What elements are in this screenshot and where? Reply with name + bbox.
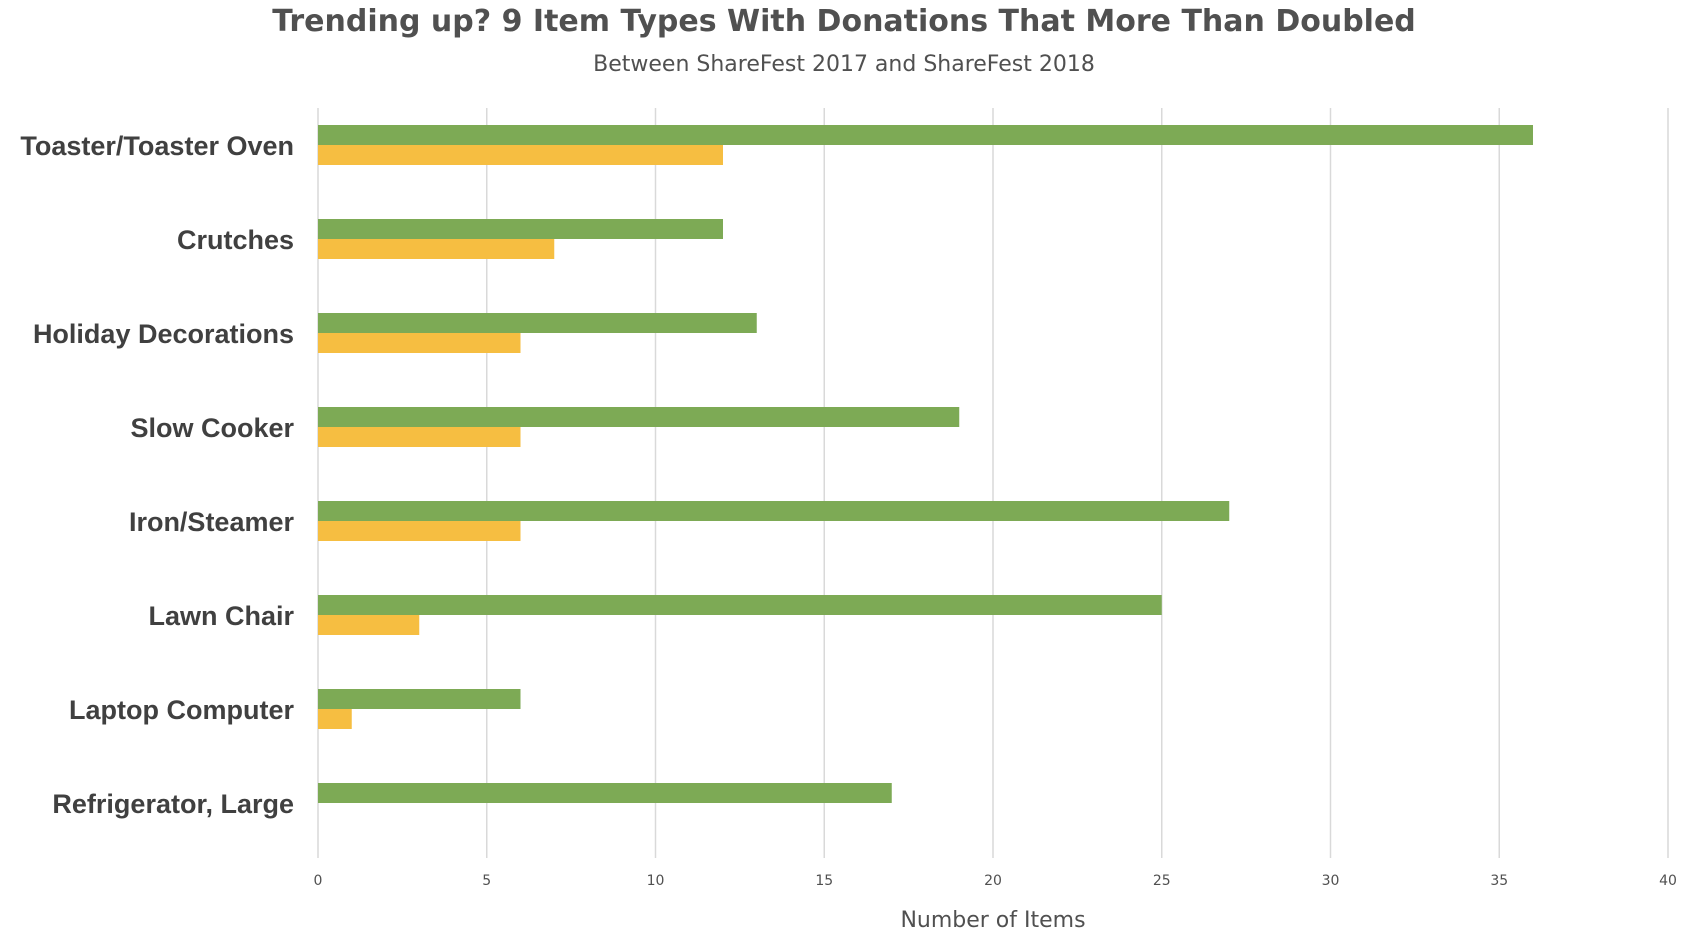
bar: [318, 521, 521, 541]
category-label: Toaster/Toaster Oven: [20, 131, 294, 161]
category-label: Laptop Computer: [69, 695, 294, 725]
category-label: Slow Cooker: [130, 413, 294, 443]
x-tick-label: 15: [815, 873, 833, 889]
x-tick-label: 40: [1659, 873, 1677, 889]
bar: [318, 783, 892, 803]
bar: [318, 689, 521, 709]
category-label: Iron/Steamer: [129, 507, 295, 537]
bar: [318, 501, 1230, 521]
category-label: Refrigerator, Large: [52, 789, 294, 819]
x-tick-label: 0: [314, 873, 323, 889]
category-label: Lawn Chair: [148, 601, 294, 631]
bar: [318, 407, 960, 427]
bar: [318, 427, 521, 447]
x-tick-label: 30: [1322, 873, 1340, 889]
x-axis-title: Number of Items: [900, 908, 1085, 933]
category-labels: Toaster/Toaster Oven Crutches Holiday Deco…: [20, 131, 294, 819]
bar: [318, 709, 352, 729]
x-tick-label: 35: [1490, 873, 1508, 889]
x-tick-label: 10: [647, 873, 665, 889]
bar: [318, 615, 420, 635]
x-tick-label: 25: [1153, 873, 1171, 889]
x-tick-label: 5: [482, 873, 491, 889]
bar: [318, 125, 1533, 145]
category-label: Crutches: [177, 225, 294, 255]
bar: [318, 145, 723, 165]
bar: [318, 595, 1162, 615]
bars: [318, 125, 1533, 803]
bar: [318, 313, 757, 333]
chart-title: Trending up? 9 Item Types With Donations…: [272, 4, 1416, 39]
chart-subtitle: Between ShareFest 2017 and ShareFest 201…: [593, 52, 1095, 77]
x-tick-label: 20: [984, 873, 1002, 889]
bar: [318, 333, 521, 353]
bar: [318, 239, 555, 259]
gridlines: [317, 108, 1669, 858]
bar: [318, 219, 723, 239]
x-tick-labels: 0 5 10 15 20 25 30 35 40: [314, 873, 1677, 889]
category-label: Holiday Decorations: [33, 319, 294, 349]
